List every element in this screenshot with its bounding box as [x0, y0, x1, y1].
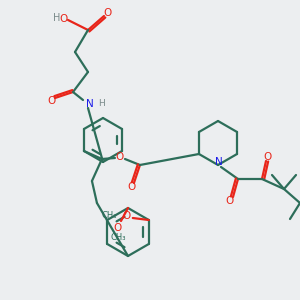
Text: O: O: [114, 223, 122, 233]
Text: H: H: [52, 13, 60, 23]
Text: CH₃: CH₃: [110, 233, 126, 242]
Text: H: H: [98, 100, 105, 109]
Text: O: O: [47, 96, 55, 106]
Text: O: O: [103, 8, 111, 18]
Text: O: O: [60, 14, 68, 24]
Text: O: O: [123, 211, 131, 221]
Text: N: N: [86, 99, 94, 109]
Text: O: O: [116, 152, 124, 162]
Text: N: N: [215, 157, 223, 167]
Text: O: O: [264, 152, 272, 162]
Text: O: O: [226, 196, 234, 206]
Text: CH₃: CH₃: [101, 212, 117, 220]
Text: O: O: [128, 182, 136, 192]
